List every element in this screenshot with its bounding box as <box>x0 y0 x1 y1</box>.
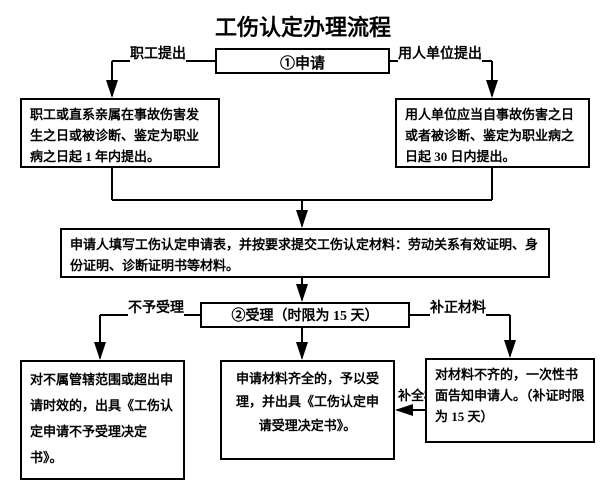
label-supplement: 补正材料 <box>430 297 486 317</box>
box-approve: 申请材料齐全的，予以受理，并出具《工伤认定申请受理决定书》。 <box>220 360 395 460</box>
box-employer: 用人单位应当自事故伤害之日或者被诊断、鉴定为职业病之日起 30 日内提出。 <box>395 98 590 168</box>
box-incomplete: 对材料不齐的，一次性书面告知申请人。（补证时限为 15 天） <box>425 358 595 443</box>
label-employee-submit: 职工提出 <box>130 43 186 63</box>
box-accept: ②受理（时限为 15 天） <box>200 302 410 328</box>
box-materials: 申请人填写工伤认定申请表，并按要求提交工伤认定材料：劳动关系有效证明、身份证明、… <box>60 228 550 278</box>
label-employer-submit: 用人单位提出 <box>398 43 482 63</box>
box-reject: 对不属管辖范围或超出申请时效的，出具《工伤认定申请不予受理决定书》。 <box>20 360 185 480</box>
page-title: 工伤认定办理流程 <box>0 10 606 42</box>
label-reject-accept: 不予受理 <box>128 297 184 317</box>
box-employee: 职工或直系亲属在事故伤害发生之日或被诊断、鉴定为职业病之日起 1 年内提出。 <box>20 98 220 168</box>
box-apply: ①申请 <box>215 48 390 74</box>
